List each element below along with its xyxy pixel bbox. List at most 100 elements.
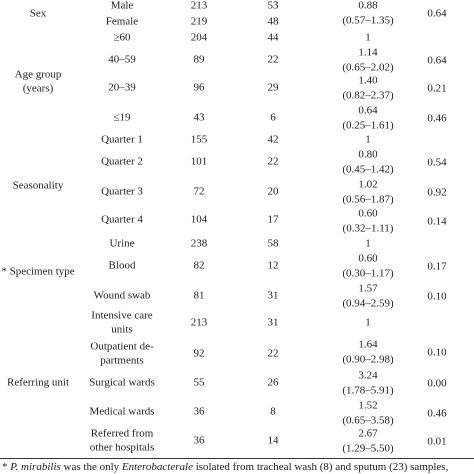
row-label: Medical wards bbox=[89, 405, 155, 418]
odds-ratio-cell: 1.14 bbox=[358, 46, 378, 59]
count-cell: 219 bbox=[190, 15, 208, 28]
row-label: Quarter 4 bbox=[101, 213, 143, 226]
row-label: Quarter 2 bbox=[101, 155, 143, 168]
count-cell: 96 bbox=[193, 81, 205, 94]
odds-ratio-cell: (0.56–1.87) bbox=[342, 193, 394, 206]
count-cell: 22 bbox=[267, 347, 279, 360]
odds-ratio-cell: (0.65–3.58) bbox=[342, 414, 394, 427]
odds-ratio-cell: 0.60 bbox=[358, 207, 378, 220]
row-label: Urine bbox=[109, 237, 135, 250]
count-cell: 43 bbox=[193, 111, 205, 124]
p-value-cell: 0.64 bbox=[427, 7, 447, 20]
p-value-cell: 0.92 bbox=[427, 186, 447, 199]
count-cell: 44 bbox=[267, 31, 279, 44]
odds-ratio-cell: 0.88 bbox=[358, 0, 378, 12]
row-label: Female bbox=[105, 15, 139, 28]
row-label: Quarter 1 bbox=[101, 133, 143, 146]
count-cell: 29 bbox=[267, 81, 279, 94]
count-cell: 101 bbox=[190, 155, 208, 168]
row-label: Blood bbox=[108, 259, 136, 272]
row-label: partments bbox=[100, 354, 144, 367]
odds-ratio-cell: 1 bbox=[365, 237, 371, 250]
p-value-cell: 0.10 bbox=[427, 346, 447, 359]
row-label: Quarter 3 bbox=[101, 185, 143, 198]
odds-ratio-cell: 1 bbox=[365, 133, 371, 146]
count-cell: 8 bbox=[270, 405, 276, 418]
odds-ratio-cell: (1.29–5.50) bbox=[342, 442, 394, 455]
count-cell: 48 bbox=[267, 15, 279, 28]
count-cell: 31 bbox=[267, 316, 279, 329]
group-label: Sex bbox=[29, 7, 47, 20]
count-cell: 20 bbox=[267, 185, 279, 198]
odds-ratio-cell: (0.57–1.35) bbox=[342, 14, 394, 27]
odds-ratio-cell: (0.90–2.98) bbox=[342, 353, 394, 366]
footnote-text: was the only bbox=[60, 461, 122, 473]
count-cell: 36 bbox=[193, 405, 205, 418]
odds-ratio-cell: 0.64 bbox=[358, 104, 378, 117]
odds-ratio-cell: (0.32–1.11) bbox=[342, 222, 394, 235]
group-label: Referring unit bbox=[6, 376, 70, 389]
count-cell: 155 bbox=[190, 133, 208, 146]
row-label: Intensive care bbox=[91, 309, 153, 322]
footnote-text: * bbox=[2, 461, 11, 473]
odds-ratio-cell: 1.64 bbox=[358, 338, 378, 351]
row-label: 40–59 bbox=[108, 53, 136, 66]
odds-ratio-cell: 0.80 bbox=[358, 148, 378, 161]
row-label: other hospitals bbox=[89, 441, 155, 454]
count-cell: 31 bbox=[267, 289, 279, 302]
count-cell: 6 bbox=[270, 111, 276, 124]
count-cell: 42 bbox=[267, 133, 279, 146]
odds-ratio-cell: (0.65–2.02) bbox=[342, 61, 394, 74]
p-value-cell: 0.01 bbox=[427, 435, 447, 448]
odds-ratio-cell: 1 bbox=[365, 31, 371, 44]
row-label: ≤19 bbox=[113, 111, 131, 124]
p-value-cell: 0.21 bbox=[427, 82, 447, 95]
row-label: Wound swab bbox=[93, 289, 151, 302]
count-cell: 213 bbox=[190, 0, 208, 12]
odds-ratio-cell: 1.40 bbox=[358, 74, 378, 87]
footnote-italic: Enterobacterale bbox=[121, 461, 193, 473]
group-label: (years) bbox=[22, 82, 54, 95]
count-cell: 82 bbox=[193, 259, 205, 272]
odds-ratio-cell: 3.24 bbox=[358, 369, 378, 382]
row-label: Male bbox=[110, 0, 134, 12]
odds-ratio-cell: 1.57 bbox=[358, 282, 378, 295]
p-value-cell: 0.14 bbox=[427, 215, 447, 228]
count-cell: 92 bbox=[193, 347, 205, 360]
odds-ratio-cell: (0.25–1.61) bbox=[342, 119, 394, 132]
p-value-cell: 0.54 bbox=[427, 156, 447, 169]
count-cell: 72 bbox=[193, 185, 205, 198]
count-cell: 55 bbox=[193, 376, 205, 389]
count-cell: 89 bbox=[193, 53, 205, 66]
p-value-cell: 0.10 bbox=[427, 290, 447, 303]
count-cell: 36 bbox=[193, 434, 205, 447]
p-value-cell: 0.64 bbox=[427, 54, 447, 67]
p-value-cell: 0.46 bbox=[427, 112, 447, 125]
odds-ratio-cell: 1 bbox=[365, 316, 371, 329]
count-cell: 22 bbox=[267, 53, 279, 66]
count-cell: 238 bbox=[190, 237, 208, 250]
count-cell: 53 bbox=[267, 0, 279, 12]
group-label: Age group bbox=[14, 68, 62, 81]
row-label: 20–39 bbox=[108, 81, 136, 94]
footnote-rule bbox=[0, 458, 474, 459]
count-cell: 12 bbox=[267, 259, 279, 272]
odds-ratio-cell: (0.82–2.37) bbox=[342, 89, 394, 102]
row-label: Outpatient de- bbox=[90, 340, 154, 353]
row-label: units bbox=[111, 323, 133, 336]
odds-ratio-cell: 1.02 bbox=[358, 178, 378, 191]
footnote-text: isolated from tracheal wash (8) and sput… bbox=[192, 461, 449, 473]
count-cell: 58 bbox=[267, 237, 279, 250]
row-label: ≥60 bbox=[113, 31, 131, 44]
count-cell: 213 bbox=[190, 316, 208, 329]
count-cell: 17 bbox=[267, 213, 279, 226]
p-value-cell: 0.00 bbox=[427, 377, 447, 390]
row-label: Referred from bbox=[90, 427, 154, 440]
odds-ratio-cell: (0.94–2.59) bbox=[342, 297, 394, 310]
count-cell: 22 bbox=[267, 155, 279, 168]
count-cell: 81 bbox=[193, 289, 205, 302]
p-value-cell: 0.17 bbox=[427, 260, 447, 273]
count-cell: 204 bbox=[190, 31, 208, 44]
odds-ratio-cell: 2.67 bbox=[358, 427, 378, 440]
odds-ratio-cell: 1.52 bbox=[358, 399, 378, 412]
